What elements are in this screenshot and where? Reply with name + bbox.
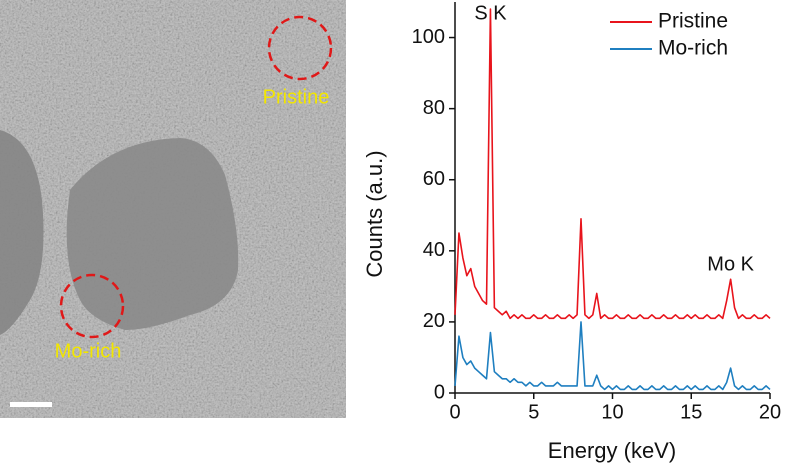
- y-tick-label: 60: [423, 168, 445, 190]
- y-axis-label: Counts (a.u.): [362, 150, 387, 277]
- y-tick-label: 80: [423, 97, 445, 119]
- annotation: Mo K: [707, 254, 754, 276]
- image-label: Mo-rich: [55, 340, 122, 362]
- x-tick-label: 15: [680, 401, 702, 423]
- y-tick-label: 20: [423, 310, 445, 332]
- x-tick-label: 0: [449, 401, 460, 423]
- x-tick-label: 10: [601, 401, 623, 423]
- spectrum-line: [454, 8, 771, 320]
- scale-bar: [10, 402, 52, 407]
- y-tick-label: 0: [434, 381, 445, 403]
- tem-image: Pristine Mo-rich: [0, 0, 346, 418]
- x-axis-label: Energy (keV): [548, 438, 676, 463]
- x-tick-label: 5: [528, 401, 539, 423]
- region-circle: [59, 273, 125, 339]
- particle: [0, 130, 44, 335]
- legend-label: Mo-rich: [658, 37, 728, 60]
- annotation: S K: [474, 2, 507, 24]
- image-label: Pristine: [263, 86, 330, 108]
- spectrum-line: [454, 321, 771, 391]
- y-tick-label: 100: [412, 26, 445, 48]
- region-circle: [267, 15, 333, 81]
- x-tick-label: 20: [759, 401, 781, 423]
- particle: [66, 138, 239, 330]
- legend-label: Pristine: [658, 10, 728, 33]
- y-tick-label: 40: [423, 239, 445, 261]
